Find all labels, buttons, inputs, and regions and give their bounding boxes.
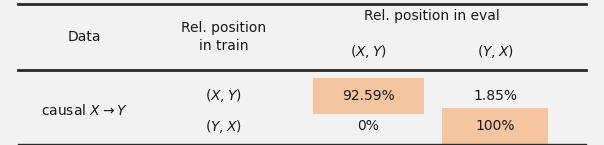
Text: causal $X \rightarrow Y$: causal $X \rightarrow Y$ <box>41 103 128 118</box>
Text: Rel. position
in train: Rel. position in train <box>181 21 266 53</box>
Text: $(X,Y)$: $(X,Y)$ <box>205 87 242 104</box>
Bar <box>313 78 424 114</box>
Text: Rel. position in eval: Rel. position in eval <box>364 9 500 23</box>
Text: $(Y,X)$: $(Y,X)$ <box>205 118 242 135</box>
Text: $(Y,X)$: $(Y,X)$ <box>477 43 513 60</box>
Bar <box>442 108 548 144</box>
Text: Data: Data <box>68 30 101 44</box>
Text: $(X,Y)$: $(X,Y)$ <box>350 43 387 60</box>
Text: 1.85%: 1.85% <box>474 89 517 103</box>
Text: 0%: 0% <box>358 119 379 133</box>
Text: 92.59%: 92.59% <box>342 89 395 103</box>
Text: 100%: 100% <box>475 119 515 133</box>
